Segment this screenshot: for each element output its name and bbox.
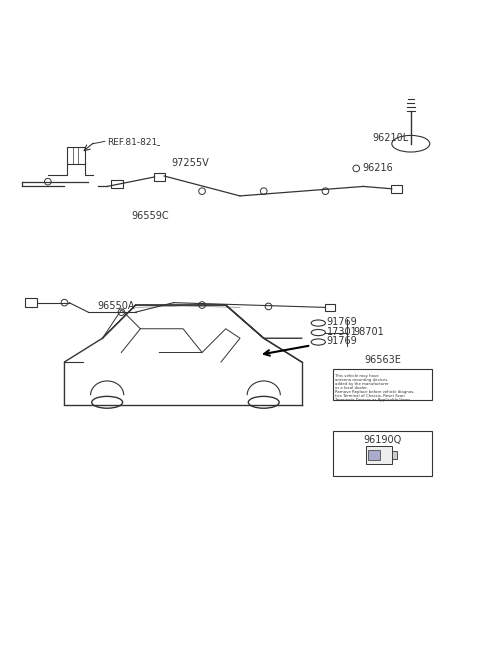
Text: 91769: 91769: [327, 336, 358, 346]
Text: 96550A: 96550A: [97, 301, 135, 311]
Text: or a local dealer.: or a local dealer.: [335, 386, 368, 390]
Text: 96559C: 96559C: [131, 211, 168, 221]
Bar: [154, 173, 165, 181]
Text: 91769: 91769: [327, 317, 358, 327]
Text: 97255V: 97255V: [171, 157, 209, 167]
Text: REF.81-821: REF.81-821: [107, 138, 157, 147]
Text: 98701: 98701: [354, 327, 384, 337]
Text: Remove Replace before vehicle diagnos-: Remove Replace before vehicle diagnos-: [335, 390, 415, 394]
Bar: [325, 303, 336, 311]
Text: 17301: 17301: [327, 327, 358, 337]
Bar: [392, 451, 396, 459]
Text: Terminate Devices as Applicable Items: Terminate Devices as Applicable Items: [335, 398, 410, 402]
Bar: [67, 147, 85, 164]
Text: 96563E: 96563E: [364, 356, 401, 366]
Text: 96190Q: 96190Q: [363, 435, 401, 445]
Bar: [111, 180, 122, 188]
Bar: [333, 369, 432, 400]
Text: antenna mounting devices: antenna mounting devices: [335, 378, 387, 382]
Text: 96216: 96216: [362, 163, 393, 173]
Bar: [333, 431, 432, 476]
Bar: [391, 185, 403, 193]
Bar: [25, 298, 37, 307]
Text: 96210L: 96210L: [373, 133, 409, 143]
Bar: [366, 446, 392, 464]
Text: tics Terminal of Chassis, Reset Scan: tics Terminal of Chassis, Reset Scan: [335, 394, 405, 398]
Bar: [368, 450, 380, 460]
Text: This vehicle may have: This vehicle may have: [335, 374, 379, 378]
Text: added by the manufacturer: added by the manufacturer: [335, 382, 389, 386]
